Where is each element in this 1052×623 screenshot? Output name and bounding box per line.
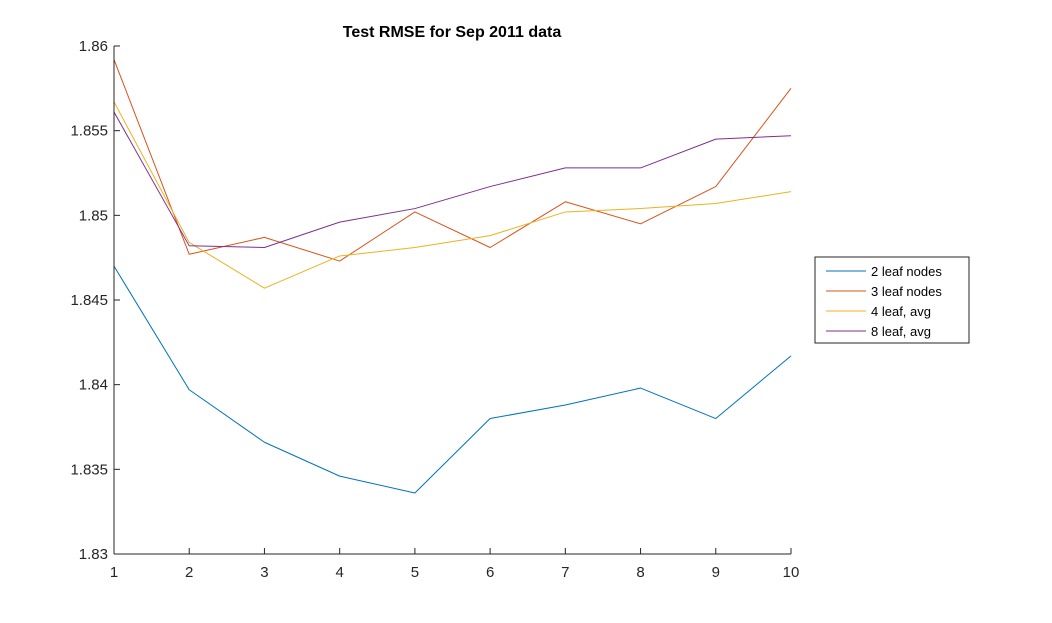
y-ticks: 1.83 1.835 1.84 1.845 1.85 1.855 1.86 <box>70 38 120 563</box>
plot-area: 1 2 3 4 5 6 7 8 9 10 1.831.8351.841.8451.851.8551… <box>70 38 799 581</box>
x-tick-label: 7 <box>561 564 569 581</box>
x-tick-label: 8 <box>636 564 644 581</box>
x-tick-label: 5 <box>411 564 419 581</box>
x-tick-label: 1 <box>110 564 118 581</box>
y-tick-label: 1.84 <box>79 377 108 394</box>
x-tick-label: 6 <box>486 564 494 581</box>
legend-label: 4 leaf, avg <box>871 304 931 319</box>
series-line-3 <box>113 101 792 289</box>
y-tick-label: 1.835 <box>70 461 108 478</box>
x-ticks: 1 2 3 4 5 6 7 8 9 10 <box>110 548 800 581</box>
series-line-1 <box>113 265 792 494</box>
series-layer <box>113 59 792 494</box>
x-tick-label: 9 <box>712 564 720 581</box>
y-tick-label: 1.855 <box>70 123 108 140</box>
axes-box <box>114 46 791 554</box>
chart-title: Test RMSE for Sep 2011 data <box>343 24 562 41</box>
x-tick-label: 2 <box>185 564 193 581</box>
y-tick-label: 1.85 <box>79 207 108 224</box>
y-tick-label: 1.845 <box>70 292 108 309</box>
legend-label: 3 leaf nodes <box>871 284 942 299</box>
legend: 2 leaf nodes 3 leaf nodes 4 leaf, avg 8 lea… <box>814 256 970 344</box>
y-tick-label: 1.83 <box>79 546 108 563</box>
legend-label: 8 leaf, avg <box>871 324 931 339</box>
x-tick-label: 4 <box>335 564 343 581</box>
x-tick-label: 10 <box>783 564 800 581</box>
series-line-4 <box>113 111 792 249</box>
x-tick-label: 3 <box>260 564 268 581</box>
legend-label: 2 leaf nodes <box>871 264 942 279</box>
series-line-2 <box>113 59 792 262</box>
y-tick-label: 1.86 <box>79 38 108 55</box>
